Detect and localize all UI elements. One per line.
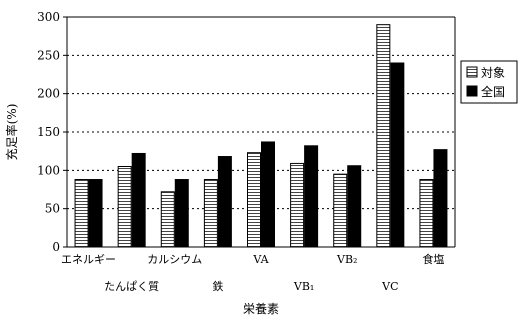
bar-target-3: [203, 179, 218, 248]
y-tick-label-0: 0: [52, 240, 60, 254]
y-tick-label-250: 250: [37, 48, 60, 62]
y-tick-label-300: 300: [37, 10, 60, 24]
bar-target-2: [160, 191, 175, 248]
bar-national-4: [261, 141, 275, 248]
category-label-6: VB₂: [336, 253, 357, 266]
category-label-5: VB₁: [293, 280, 314, 293]
category-label-0: エネルギー: [61, 253, 116, 266]
bar-target-5: [290, 162, 305, 248]
bar-national-5: [304, 145, 319, 248]
bar-national-7: [390, 62, 405, 248]
y-tick-label-50: 50: [45, 202, 60, 216]
bar-target-1: [117, 166, 132, 248]
bar-national-1: [131, 152, 146, 248]
y-tick-label-100: 100: [37, 163, 60, 177]
y-tick-labels: 0 50 100 150 200 250 300: [37, 10, 60, 254]
bars: [74, 24, 448, 248]
legend: 対象 全国: [460, 60, 518, 104]
bar-target-6: [333, 173, 348, 248]
legend-swatch-national: [466, 85, 478, 97]
legend-label-target: 対象: [481, 66, 505, 80]
bar-national-8: [433, 149, 448, 248]
category-label-8: 食塩: [422, 252, 444, 266]
bar-national-0: [88, 179, 103, 248]
y-tick-label-200: 200: [37, 87, 60, 101]
bar-national-3: [217, 156, 232, 248]
x-axis-title: 栄養素: [243, 301, 279, 316]
bar-national-6: [347, 165, 362, 248]
category-label-7: VC: [381, 280, 398, 293]
bar-target-7: [376, 24, 391, 248]
legend-label-national: 全国: [481, 84, 505, 99]
category-label-2: カルシウム: [147, 253, 202, 266]
bar-target-8: [419, 179, 434, 248]
category-label-4: VA: [252, 253, 269, 266]
bar-national-2: [174, 179, 189, 248]
legend-swatch-target: [466, 66, 478, 78]
y-tick-label-150: 150: [37, 125, 60, 139]
y-axis-title: 充足率(%): [4, 104, 19, 161]
category-label-3: 鉄: [212, 279, 223, 293]
axes: [63, 16, 456, 248]
category-label-1: たんぱく質: [104, 279, 159, 293]
bar-target-4: [247, 152, 261, 248]
bar-target-0: [74, 179, 89, 248]
